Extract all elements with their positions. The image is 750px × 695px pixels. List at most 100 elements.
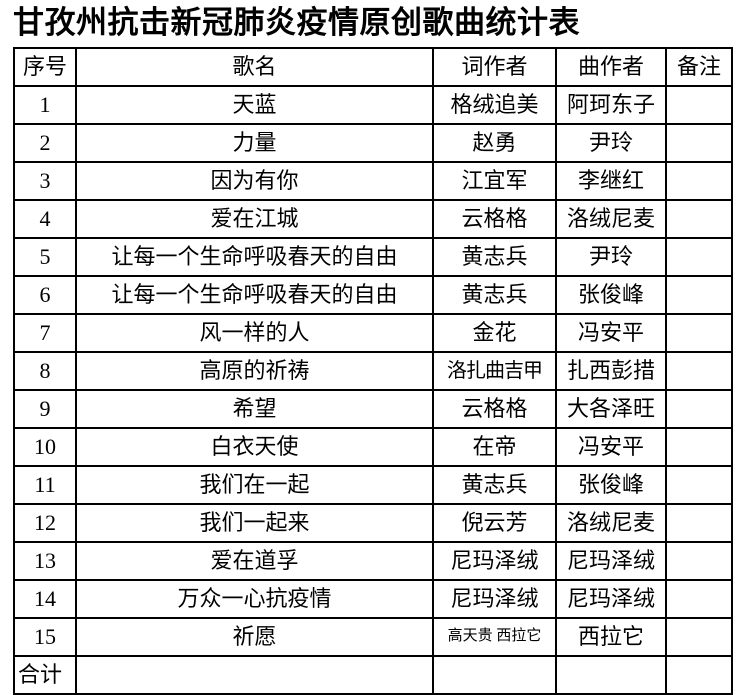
cell-index: 9 [13,389,77,429]
cell-index: 11 [13,465,77,505]
cell-song: 白衣天使 [75,427,434,467]
cell-remark [665,617,733,657]
cell-remark [665,427,733,467]
cell-index: 12 [13,503,77,543]
cell-remark [665,275,733,315]
column-header-remark: 备注 [665,47,733,87]
column-header-index: 序号 [13,47,77,87]
cell-composer: 张俊峰 [555,465,667,505]
table-header-row: 序号 歌名 词作者 曲作者 备注 [13,47,733,87]
cell-lyricist: 尼玛泽绒 [432,541,557,581]
cell-lyricist: 倪云芳 [432,503,557,543]
table-row: 14 万众一心抗疫情 尼玛泽绒 尼玛泽绒 [13,579,733,619]
table-row: 12 我们一起来 倪云芳 洛绒尼麦 [13,503,733,543]
cell-index: 2 [13,123,77,163]
table-total-row: 合计 [13,655,733,695]
cell-index: 3 [13,161,77,201]
cell-song: 高原的祈祷 [75,351,434,391]
cell-lyricist: 云格格 [432,199,557,239]
cell-composer: 张俊峰 [555,275,667,315]
cell-remark [665,123,733,163]
table-row: 13 爱在道孚 尼玛泽绒 尼玛泽绒 [13,541,733,581]
cell-song: 我们一起来 [75,503,434,543]
cell-composer: 扎西彭措 [555,351,667,391]
cell-song: 因为有你 [75,161,434,201]
cell-total-remark [665,655,733,695]
cell-total-composer [555,655,667,695]
cell-index: 5 [13,237,77,277]
cell-lyricist: 洛扎曲吉甲 [432,351,557,391]
table-row: 1 天蓝 格绒追美 阿珂东子 [13,85,733,125]
cell-song: 万众一心抗疫情 [75,579,434,619]
cell-composer: 阿珂东子 [555,85,667,125]
cell-remark [665,541,733,581]
cell-song: 爱在道孚 [75,541,434,581]
cell-index: 7 [13,313,77,353]
table-row: 8 高原的祈祷 洛扎曲吉甲 扎西彭措 [13,351,733,391]
cell-song: 希望 [75,389,434,429]
cell-remark [665,465,733,505]
cell-composer: 洛绒尼麦 [555,503,667,543]
cell-index: 4 [13,199,77,239]
table-row: 6 让每一个生命呼吸春天的自由 黄志兵 张俊峰 [13,275,733,315]
table-row: 3 因为有你 江宜军 李继红 [13,161,733,201]
cell-index: 14 [13,579,77,619]
cell-composer: 冯安平 [555,427,667,467]
cell-song: 力量 [75,123,434,163]
table-row: 10 白衣天使 在帝 冯安平 [13,427,733,467]
cell-remark [665,313,733,353]
cell-song: 风一样的人 [75,313,434,353]
table-body: 1 天蓝 格绒追美 阿珂东子 2 力量 赵勇 尹玲 3 因为有你 江宜军 [13,85,733,695]
cell-song: 祈愿 [75,617,434,657]
cell-total-lyricist [432,655,557,695]
cell-remark [665,199,733,239]
cell-lyricist: 在帝 [432,427,557,467]
table-row: 4 爱在江城 云格格 洛绒尼麦 [13,199,733,239]
cell-remark [665,85,733,125]
cell-index: 15 [13,617,77,657]
cell-composer: 尹玲 [555,123,667,163]
cell-composer: 冯安平 [555,313,667,353]
cell-song: 我们在一起 [75,465,434,505]
cell-total-label: 合计 [13,655,77,695]
cell-remark [665,351,733,391]
table-row: 2 力量 赵勇 尹玲 [13,123,733,163]
cell-song: 天蓝 [75,85,434,125]
cell-total-song [75,655,434,695]
cell-song: 爱在江城 [75,199,434,239]
column-header-composer: 曲作者 [555,47,667,87]
table-header: 序号 歌名 词作者 曲作者 备注 [13,47,733,87]
cell-lyricist: 高天贵 西拉它 [432,617,557,657]
cell-composer: 西拉它 [555,617,667,657]
cell-lyricist: 格绒追美 [432,85,557,125]
table-row: 11 我们在一起 黄志兵 张俊峰 [13,465,733,505]
cell-index: 13 [13,541,77,581]
cell-index: 10 [13,427,77,467]
table-row: 7 风一样的人 金花 冯安平 [13,313,733,353]
table-row: 5 让每一个生命呼吸春天的自由 黄志兵 尹玲 [13,237,733,277]
cell-remark [665,237,733,277]
cell-composer: 尹玲 [555,237,667,277]
cell-lyricist: 黄志兵 [432,275,557,315]
cell-lyricist: 赵勇 [432,123,557,163]
page-title: 甘孜州抗击新冠肺炎疫情原创歌曲统计表 [13,5,580,40]
cell-lyricist: 黄志兵 [432,465,557,505]
column-header-lyricist: 词作者 [432,47,557,87]
cell-lyricist: 云格格 [432,389,557,429]
cell-remark [665,161,733,201]
cell-composer: 李继红 [555,161,667,201]
cell-lyricist: 黄志兵 [432,237,557,277]
song-statistics-table: 序号 歌名 词作者 曲作者 备注 1 天蓝 格绒追美 阿珂东子 2 力量 [13,47,733,695]
cell-song: 让每一个生命呼吸春天的自由 [75,275,434,315]
cell-lyricist: 尼玛泽绒 [432,579,557,619]
cell-index: 6 [13,275,77,315]
cell-composer: 尼玛泽绒 [555,579,667,619]
table-row: 15 祈愿 高天贵 西拉它 西拉它 [13,617,733,657]
cell-composer: 尼玛泽绒 [555,541,667,581]
cell-composer: 洛绒尼麦 [555,199,667,239]
column-header-song: 歌名 [75,47,434,87]
cell-song: 让每一个生命呼吸春天的自由 [75,237,434,277]
cell-index: 8 [13,351,77,391]
song-statistics-table-container: 序号 歌名 词作者 曲作者 备注 1 天蓝 格绒追美 阿珂东子 2 力量 [13,47,733,695]
